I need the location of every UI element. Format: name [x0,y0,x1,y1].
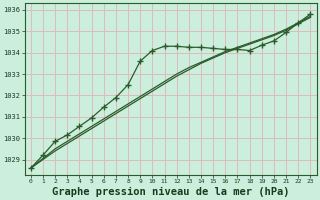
X-axis label: Graphe pression niveau de la mer (hPa): Graphe pression niveau de la mer (hPa) [52,186,289,197]
